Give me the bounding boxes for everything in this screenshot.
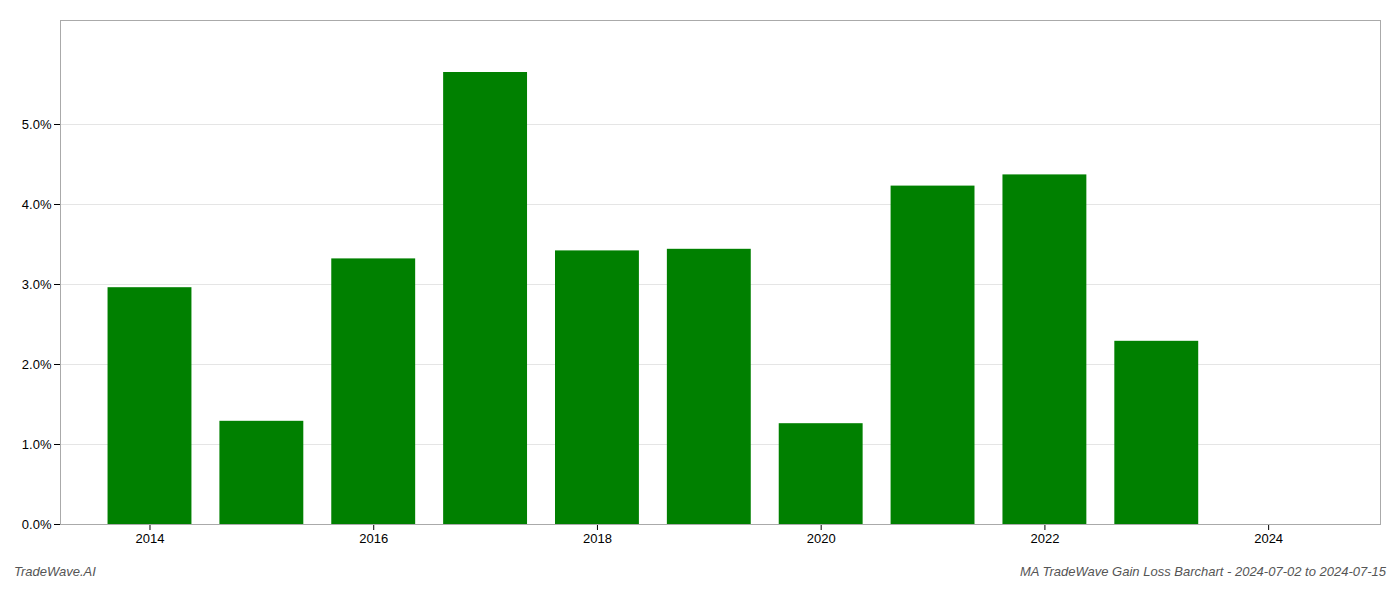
svg-text:2018: 2018 [583,531,612,546]
svg-text:0.0%: 0.0% [22,517,52,532]
html-text:MA TradeWave Gain Loss Barchar: MA TradeWave Gain Loss Barchart - 2024-0… [1019,564,1386,579]
svg-text:2014: 2014 [136,531,165,546]
svg-text:3.0%: 3.0% [22,277,52,292]
svg-text:2020: 2020 [807,531,836,546]
svg-text:2.0%: 2.0% [22,357,52,372]
svg-text:2016: 2016 [359,531,388,546]
svg-text:4.0%: 4.0% [22,197,52,212]
html-text:TradeWave.AI: TradeWave.AI [14,564,96,579]
svg-text:2022: 2022 [1030,531,1059,546]
svg-text:2024: 2024 [1254,531,1283,546]
svg-text:5.0%: 5.0% [22,117,52,132]
svg-text:1.0%: 1.0% [22,437,52,452]
